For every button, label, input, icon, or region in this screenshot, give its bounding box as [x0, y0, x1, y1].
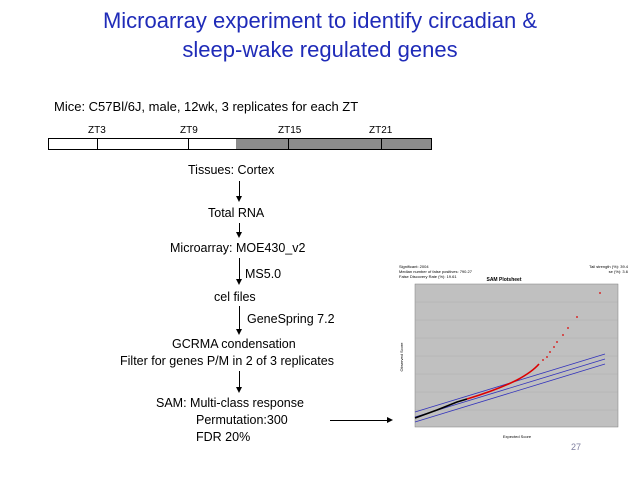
permutation-step: Permutation:300 [196, 413, 288, 427]
zt-tick [188, 139, 189, 149]
flow-arrow-head [236, 279, 242, 285]
sam-plot: Significant: 2004 Median number of false… [397, 262, 630, 440]
flow-arrow-head [236, 232, 242, 238]
title-line-2: sleep-wake regulated genes [182, 37, 458, 62]
sam-nonsignificant-genes [414, 398, 468, 419]
sam-header-right-1: Tail strength (%): 39.4 [589, 264, 629, 269]
title-line-1: Microarray experiment to identify circad… [102, 8, 538, 33]
flow-arrow-head [236, 329, 242, 335]
sam-plot-title: SAM Plotsheet [486, 277, 521, 283]
ms-software-label: MS5.0 [245, 267, 282, 281]
light-phase-bar [49, 139, 236, 149]
flow-arrow-line [239, 371, 240, 388]
fdr-step: FDR 20% [196, 430, 251, 444]
gcrma-step: GCRMA condensation [172, 337, 296, 351]
sam-header-left-3: False Discovery Rate (%): 19.61 [399, 274, 457, 279]
sam-outlier-points [542, 292, 601, 361]
sam-header-right-2: se (%): 3.6 [609, 269, 629, 274]
light-dark-timeline [48, 138, 432, 150]
total-rna-step: Total RNA [208, 206, 265, 220]
flow-arrow-line [239, 258, 240, 280]
slide-title: Microarray experiment to identify circad… [0, 6, 640, 64]
sam-header-left-1: Significant: 2004 [399, 264, 429, 269]
flow-arrow-line [239, 223, 240, 233]
zt-tick [381, 139, 382, 149]
filter-step: Filter for genes P/M in 2 of 3 replicate… [120, 354, 334, 368]
zt-label: ZT21 [369, 125, 393, 136]
genespring-label: GeneSpring 7.2 [247, 312, 335, 326]
sam-gridlines [415, 301, 618, 411]
sam-xlabel: Expected Score [503, 434, 532, 439]
sam-ylabel: Observed Score [399, 342, 404, 372]
zt-label: ZT15 [278, 125, 302, 136]
dark-phase-bar [236, 139, 431, 149]
sam-to-plot-arrow-line [330, 420, 388, 421]
flow-arrow-head [236, 196, 242, 202]
zt-tick [97, 139, 98, 149]
zt-tick [288, 139, 289, 149]
flow-arrow-line [239, 181, 240, 197]
flow-arrow-head [236, 387, 242, 393]
sam-plot-area [414, 283, 619, 428]
sam-header-left-2: Median number of false positives: 790.27 [399, 269, 473, 274]
sam-plot-svg: Significant: 2004 Median number of false… [397, 262, 630, 440]
zt-label: ZT9 [180, 125, 198, 136]
sam-step: SAM: Multi-class response [156, 396, 304, 410]
zt-label: ZT3 [88, 125, 106, 136]
microarray-step: Microarray: MOE430_v2 [170, 241, 306, 255]
flow-arrow-line [239, 306, 240, 330]
slide-number: 27 [571, 442, 582, 452]
sam-to-plot-arrow-head [387, 417, 393, 423]
mice-description: Mice: C57Bl/6J, male, 12wk, 3 replicates… [54, 99, 359, 114]
sam-significant-genes [466, 363, 540, 400]
cel-files-step: cel files [214, 290, 256, 304]
tissues-step: Tissues: Cortex [188, 163, 275, 177]
